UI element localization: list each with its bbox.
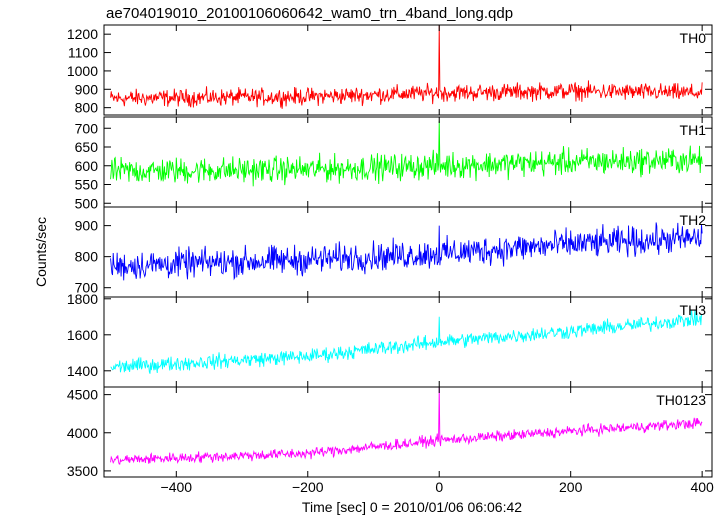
panel-th1: 500 550 600 650 700 TH1 xyxy=(75,116,713,211)
panel-th0: 800 900 1000 1100 1200 TH0 xyxy=(67,24,713,116)
y-tick-label: 1800 xyxy=(67,291,98,307)
y-tick-label: 700 xyxy=(75,280,99,296)
y-tick-label: 4500 xyxy=(67,387,98,403)
x-tick-label: 0 xyxy=(435,479,443,495)
x-axis-title: Time [sec] 0 = 2010/01/06 06:06:42 xyxy=(302,499,522,515)
y-tick-label: 900 xyxy=(75,218,99,234)
y-tick-label: 700 xyxy=(75,120,99,136)
panel-th0123: 3500 4000 4500 TH0123 xyxy=(67,386,713,479)
y-tick-label: 500 xyxy=(75,195,99,211)
y-tick-label: 1100 xyxy=(68,45,98,61)
y-tick-label: 1400 xyxy=(67,363,98,379)
x-tick-label: 200 xyxy=(559,479,583,495)
y-tick-label: 3500 xyxy=(67,463,98,479)
panel-frame xyxy=(103,206,713,298)
y-tick-label: 1000 xyxy=(67,63,98,79)
panels-group: 800 900 1000 1100 1200 TH0 500 550 600 650 700 TH1 7… xyxy=(67,24,713,479)
band-label-th0123: TH0123 xyxy=(656,392,706,408)
chart-title: ae704019010_20100106060642_wam0_trn_4ban… xyxy=(106,5,513,22)
y-tick-label: 650 xyxy=(75,139,99,155)
panel-th3: 1400 1600 1800 TH3 xyxy=(67,291,713,388)
data-series-th2 xyxy=(110,222,703,281)
band-label-th1: TH1 xyxy=(680,122,707,138)
data-series-th1 xyxy=(110,120,703,187)
y-tick-label: 600 xyxy=(75,158,99,174)
y-tick-label: 1200 xyxy=(67,26,98,42)
panel-th2: 700 800 900 TH2 xyxy=(75,206,713,298)
panel-frame xyxy=(103,386,713,478)
data-series-th0 xyxy=(110,25,703,109)
band-label-th2: TH2 xyxy=(680,212,707,228)
data-series-th3 xyxy=(110,309,703,374)
y-axis-title: Counts/sec xyxy=(33,217,49,287)
x-tick-label: −200 xyxy=(292,479,324,495)
band-label-th0: TH0 xyxy=(680,30,707,46)
x-tick-label: −400 xyxy=(161,479,193,495)
y-tick-label: 800 xyxy=(75,100,99,116)
y-tick-label: 550 xyxy=(75,177,99,193)
band-label-th3: TH3 xyxy=(680,302,707,318)
panel-frame xyxy=(103,296,713,388)
y-tick-label: 4000 xyxy=(67,425,98,441)
x-axis: −400 −200 0 200 400 xyxy=(161,479,715,495)
data-series-th0123 xyxy=(110,387,703,465)
y-tick-label: 900 xyxy=(75,81,99,97)
y-tick-label: 1600 xyxy=(67,327,98,343)
panel-frame xyxy=(103,24,713,116)
x-tick-label: 400 xyxy=(690,479,714,495)
y-tick-label: 800 xyxy=(75,249,99,265)
